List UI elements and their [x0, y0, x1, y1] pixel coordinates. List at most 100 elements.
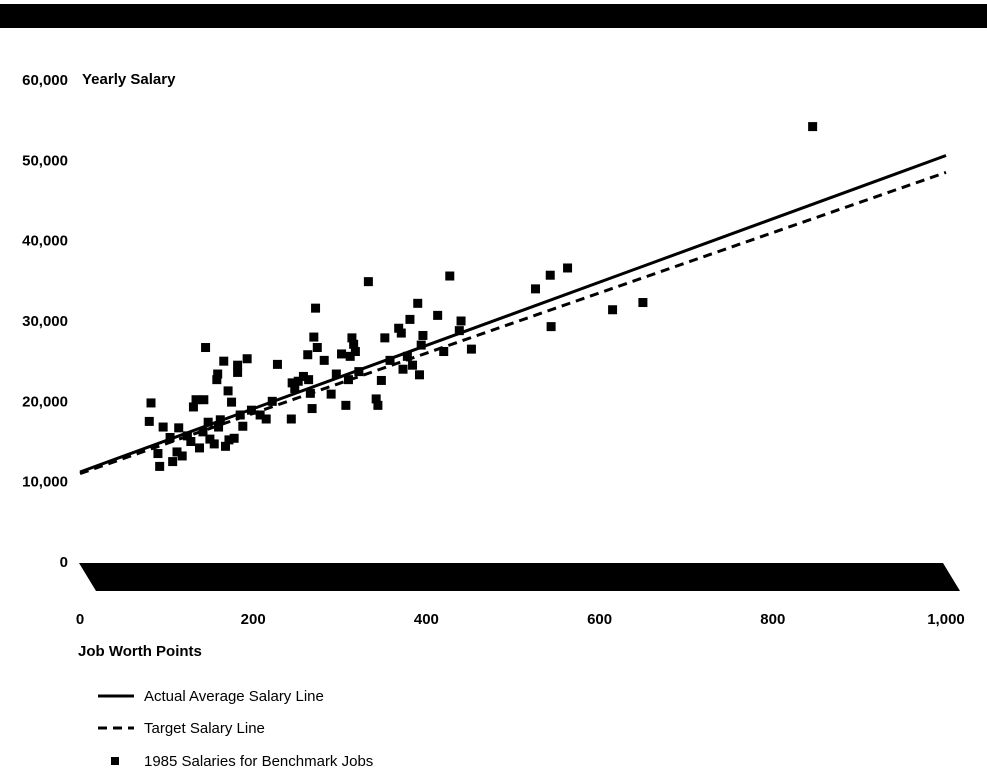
benchmark-salary-point: [246, 405, 256, 415]
benchmark-salary-point: [345, 351, 355, 361]
benchmark-salary-point: [402, 351, 412, 361]
benchmark-salary-point: [376, 375, 386, 385]
benchmark-salary-point: [213, 369, 223, 379]
benchmark-salary-point: [439, 347, 449, 357]
benchmark-salary-point: [158, 422, 168, 432]
benchmark-salary-point: [172, 447, 182, 457]
benchmark-salary-point: [531, 284, 541, 294]
benchmark-salary-point: [223, 386, 233, 396]
benchmark-salary-point: [224, 435, 234, 445]
benchmark-salary-point: [638, 298, 648, 308]
legend-entry-label: 1985 Salaries for Benchmark Jobs: [144, 753, 373, 770]
benchmark-salary-point: [155, 461, 165, 471]
benchmark-salary-point: [286, 414, 296, 424]
benchmark-salary-point: [385, 355, 395, 365]
legend: Actual Average Salary Line Target Salary …: [98, 688, 373, 770]
y-tick-label: 10,000: [22, 474, 68, 491]
benchmark-salary-point: [215, 415, 225, 425]
benchmark-salary-point: [198, 427, 208, 437]
target-salary-line: [79, 170, 947, 476]
benchmark-salary-point: [272, 359, 282, 369]
benchmark-salary-point: [165, 432, 175, 442]
benchmark-salary-point: [373, 400, 383, 410]
benchmark-salary-point: [305, 388, 315, 398]
benchmark-salary-point: [545, 270, 555, 280]
benchmark-salary-point: [168, 457, 178, 467]
benchmark-salary-point: [298, 371, 308, 381]
benchmark-salary-point: [303, 350, 313, 360]
benchmark-salary-point: [188, 402, 198, 412]
benchmark-salary-point: [186, 437, 196, 446]
benchmark-salary-point: [354, 367, 364, 377]
benchmark-salary-point: [304, 375, 314, 385]
x-axis-base-bar: [79, 563, 960, 591]
benchmark-salary-point: [209, 439, 219, 449]
x-tick-label: 200: [241, 611, 266, 628]
benchmark-salary-point: [326, 389, 336, 399]
benchmark-salary-point: [195, 443, 205, 453]
benchmark-salary-point: [405, 314, 415, 324]
x-tick-label: 400: [414, 611, 439, 628]
y-axis-label: Yearly Salary: [82, 71, 176, 88]
benchmark-salary-point: [319, 355, 329, 365]
benchmark-salary-point: [398, 364, 408, 374]
x-tick-label: 1,000: [927, 611, 965, 628]
y-axis-tick-labels: 0 10,000 20,000 30,000 40,000 50,000 60,000: [22, 72, 68, 571]
benchmark-salary-point: [396, 328, 406, 338]
x-axis-tick-labels: 0 200 400 600 800 1,000: [76, 611, 965, 628]
benchmark-salary-point: [380, 333, 390, 343]
benchmark-salary-point: [255, 410, 265, 420]
x-tick-label: 0: [76, 611, 84, 628]
benchmark-salary-point: [177, 451, 187, 461]
benchmark-salary-point: [205, 434, 215, 444]
benchmark-salary-point: [290, 383, 300, 393]
benchmark-salary-point: [267, 396, 277, 406]
y-tick-label: 30,000: [22, 313, 68, 330]
benchmark-salary-point: [337, 349, 347, 359]
benchmark-salary-point: [394, 323, 404, 333]
benchmark-salary-point: [433, 310, 443, 320]
benchmark-salary-point: [312, 343, 322, 353]
benchmark-salary-point: [199, 395, 209, 405]
benchmark-salary-point: [233, 360, 243, 370]
benchmark-salary-point: [563, 263, 573, 273]
benchmark-salary-point: [456, 316, 466, 326]
benchmark-salary-point: [371, 394, 381, 404]
benchmark-salary-point: [414, 370, 424, 380]
benchmark-salary-point: [233, 367, 243, 377]
benchmark-salary-point: [307, 404, 317, 414]
benchmark-salary-point: [238, 421, 248, 431]
benchmark-salary-point: [203, 417, 213, 427]
x-tick-label: 600: [587, 611, 612, 628]
benchmark-salary-point: [341, 400, 351, 410]
x-axis-label: Job Worth Points: [78, 643, 202, 660]
legend-entry-label: Actual Average Salary Line: [144, 688, 324, 705]
benchmark-salary-point: [546, 322, 556, 332]
benchmark-points: [144, 122, 818, 471]
benchmark-salary-point: [416, 340, 426, 350]
benchmark-salary-point: [408, 360, 418, 370]
benchmark-salary-point: [445, 271, 455, 281]
benchmark-salary-point: [227, 397, 237, 407]
benchmark-salary-point: [182, 431, 192, 441]
legend-square-marker-swatch: [111, 757, 119, 765]
benchmark-salary-point: [153, 449, 163, 459]
benchmark-salary-point: [454, 326, 464, 336]
benchmark-salary-point: [235, 410, 245, 420]
benchmark-salary-point: [418, 330, 428, 340]
benchmark-salary-point: [293, 376, 303, 386]
benchmark-salary-point: [219, 356, 229, 366]
benchmark-salary-point: [146, 398, 156, 408]
y-tick-label: 60,000: [22, 72, 68, 89]
benchmark-salary-point: [287, 378, 297, 388]
benchmark-salary-point: [466, 344, 476, 354]
benchmark-salary-point: [349, 339, 359, 349]
benchmark-salary-point: [413, 298, 423, 308]
legend-entry-label: Target Salary Line: [144, 720, 265, 737]
benchmark-salary-point: [343, 375, 353, 385]
benchmark-salary-point: [242, 354, 252, 364]
benchmark-salary-point: [261, 414, 271, 424]
benchmark-salary-point: [347, 333, 357, 343]
benchmark-salary-point: [229, 433, 239, 443]
